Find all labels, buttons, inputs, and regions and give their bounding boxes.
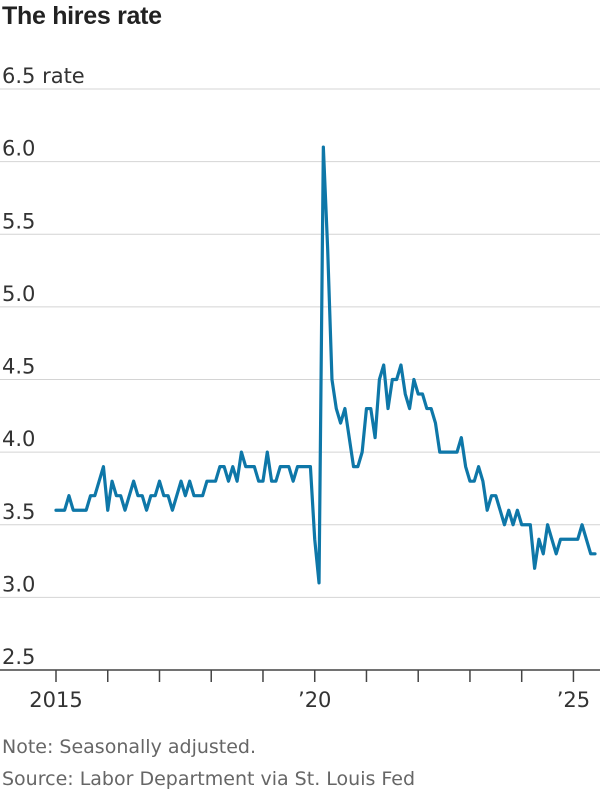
y-tick-label: 6.0 [2, 137, 35, 161]
y-tick-label: 5.5 [2, 209, 35, 233]
x-tick-label: ’25 [557, 688, 590, 712]
hires-rate-line [54, 145, 597, 585]
y-tick-label: 4.5 [2, 355, 35, 379]
y-tick-label: 2.5 [2, 645, 35, 669]
y-tick-label: 4.0 [2, 427, 35, 451]
hires-rate-chart: 6.5 rate 6.0 5.5 5.0 4.5 4.0 3.5 3.0 2.5 2015 ’20… [0, 64, 600, 712]
x-tick-label: 2015 [29, 688, 82, 712]
y-axis-labels: 6.5 rate 6.0 5.5 5.0 4.5 4.0 3.5 3.0 2.5 [2, 64, 85, 669]
y-tick-label: 3.5 [2, 500, 35, 524]
gridlines [0, 88, 600, 598]
y-tick-label: 5.0 [2, 282, 35, 306]
series-line-layer [54, 145, 597, 585]
source-text: Source: Labor Department via St. Louis F… [2, 768, 416, 790]
note-text: Note: Seasonally adjusted. [2, 736, 257, 758]
x-axis: 2015 ’20 ’25 [0, 669, 600, 712]
x-tick-label: ’20 [298, 688, 331, 712]
y-tick-label: 3.0 [2, 572, 35, 596]
chart-title: The hires rate [2, 2, 162, 30]
y-tick-label: 6.5 rate [2, 64, 85, 88]
